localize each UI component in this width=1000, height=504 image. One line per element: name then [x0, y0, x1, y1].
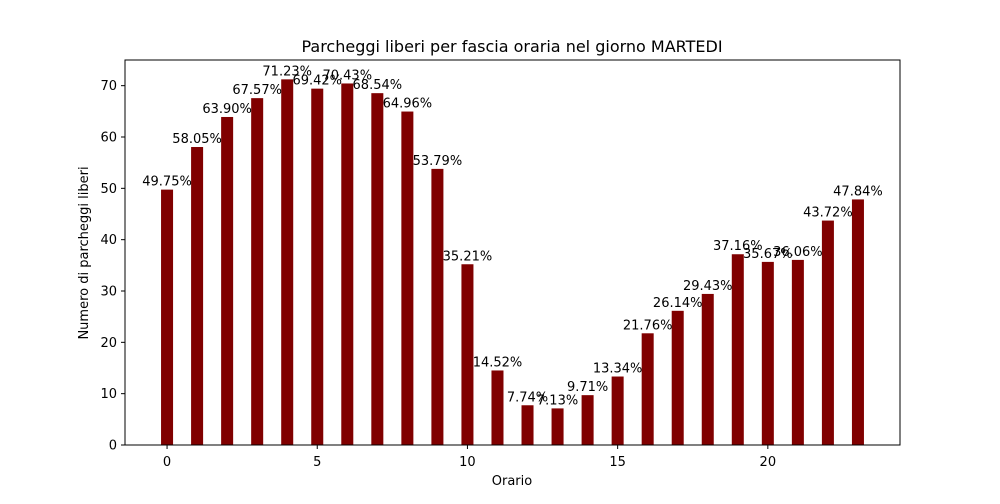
bar-label-0: 49.75%	[142, 175, 192, 190]
bar-label-6: 70.43%	[322, 68, 372, 83]
bar-11	[491, 370, 504, 445]
bar-16	[641, 333, 654, 445]
bar-14	[581, 395, 594, 445]
bar-21	[791, 259, 804, 445]
bar-22	[821, 220, 834, 445]
bar-19	[731, 254, 744, 445]
bar-label-16: 21.76%	[623, 318, 673, 333]
bar-label-9: 53.79%	[413, 154, 463, 169]
bar-5	[311, 88, 324, 446]
bar-0	[161, 189, 174, 445]
x-axis-label: Orario	[492, 474, 533, 489]
plot-frame	[124, 59, 901, 446]
x-tick-label-0: 0	[163, 455, 171, 470]
bar-10	[461, 264, 474, 445]
bar-label-12: 7.74%	[507, 390, 548, 405]
bar-label-4: 71.23%	[262, 64, 312, 79]
x-tick-label-10: 10	[459, 455, 476, 470]
bar-label-21: 36.06%	[773, 245, 823, 260]
bar-17	[671, 310, 684, 445]
bar-label-2: 63.90%	[202, 102, 252, 117]
x-ticks-group: 0 5 10 15 20	[163, 445, 776, 470]
bar-23	[851, 199, 864, 445]
bar-13	[551, 408, 564, 445]
bar-label-23: 47.84%	[833, 184, 883, 199]
bar-label-15: 13.34%	[593, 362, 643, 377]
y-tick-label-0: 0	[109, 439, 117, 454]
bar-1	[191, 147, 204, 445]
y-tick-label-10: 10	[100, 387, 117, 402]
bars-group	[161, 79, 864, 446]
bar-9	[431, 168, 444, 446]
bar-18	[701, 293, 714, 445]
bar-6	[341, 83, 354, 445]
x-tick-label-5: 5	[313, 455, 321, 470]
x-tick-label-20: 20	[760, 455, 777, 470]
bar-label-18: 29.43%	[683, 279, 733, 294]
y-tick-label-40: 40	[100, 233, 117, 248]
y-ticks-group: 0 10 20 30 40 50 60 70	[100, 79, 125, 454]
bar-2	[221, 116, 234, 445]
bar-label-19: 37.16%	[713, 239, 763, 254]
bar-label-20: 35.67%	[743, 247, 793, 262]
bar-label-13: 7.13%	[537, 393, 578, 408]
bar-15	[611, 376, 624, 445]
bar-label-17: 26.14%	[653, 296, 703, 311]
bar-label-14: 9.71%	[567, 380, 608, 395]
x-tick-label-15: 15	[609, 455, 626, 470]
bar-labels-group: 49.75% 58.05% 63.90% 67.57% 71.23%69.42%70.4…	[142, 64, 882, 408]
bar-4	[281, 79, 294, 446]
y-tick-label-60: 60	[100, 131, 117, 146]
bar-label-22: 43.72%	[803, 206, 853, 221]
chart-title: Parcheggi liberi per fascia oraria nel g…	[301, 37, 722, 56]
bar-12	[521, 405, 534, 445]
bar-label-10: 35.21%	[443, 249, 493, 264]
y-axis-label: Numero di parcheggi liberi	[77, 166, 92, 339]
y-tick-label-50: 50	[100, 182, 117, 197]
bar-3	[251, 98, 264, 446]
y-tick-label-30: 30	[100, 285, 117, 300]
y-tick-label-70: 70	[100, 79, 117, 94]
bar-7	[371, 93, 384, 446]
bar-label-3: 67.57%	[232, 83, 282, 98]
bar-label-7: 68.54%	[353, 78, 403, 93]
bar-label-1: 58.05%	[172, 132, 222, 147]
bar-label-5: 69.42%	[292, 74, 342, 89]
bar-8	[401, 111, 414, 445]
bar-label-8: 64.96%	[383, 97, 433, 112]
y-tick-label-20: 20	[100, 336, 117, 351]
bar-label-11: 14.52%	[473, 355, 523, 370]
bar-20	[761, 261, 774, 445]
